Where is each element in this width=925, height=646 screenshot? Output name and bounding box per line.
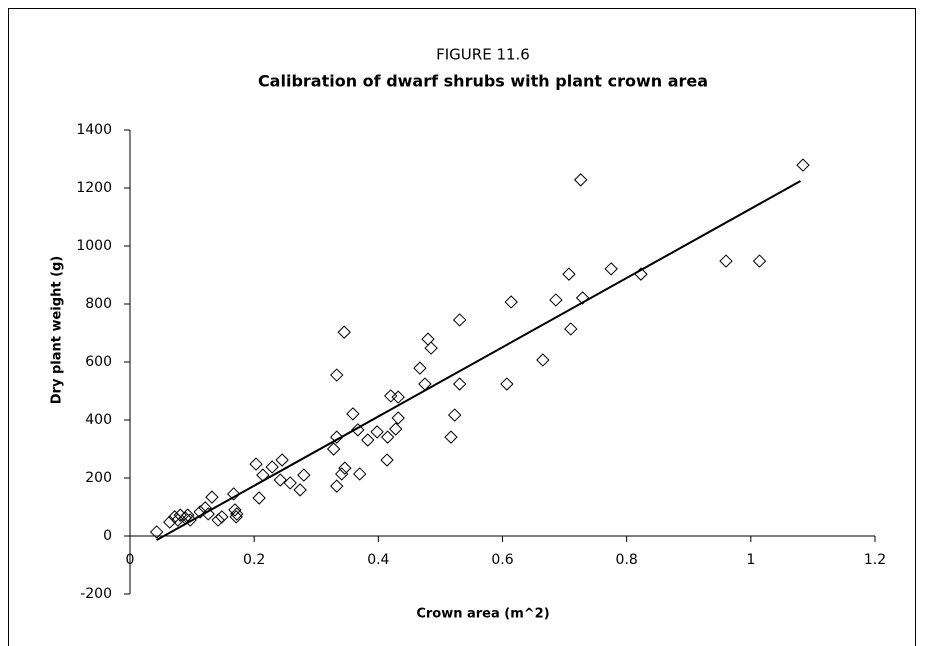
y-tick-label: 200 xyxy=(85,470,112,486)
point xyxy=(198,501,212,515)
point xyxy=(249,457,263,471)
point xyxy=(230,507,244,521)
point xyxy=(149,525,164,539)
point xyxy=(351,423,365,437)
point xyxy=(293,483,307,497)
point xyxy=(228,503,242,517)
point xyxy=(346,407,360,421)
point xyxy=(500,377,514,391)
point xyxy=(252,491,266,505)
point xyxy=(178,511,192,525)
x-axis-label: Crown area (m^2) xyxy=(416,607,549,622)
trend-line xyxy=(156,180,801,541)
point xyxy=(370,425,384,439)
point xyxy=(163,515,177,529)
point xyxy=(326,442,341,456)
point xyxy=(330,430,344,444)
y-tick-label: 400 xyxy=(85,412,112,428)
x-tick-label: 1 xyxy=(746,552,755,568)
point xyxy=(562,267,576,281)
point xyxy=(575,291,590,305)
point xyxy=(752,254,767,268)
point xyxy=(391,390,405,404)
point xyxy=(215,510,229,524)
point xyxy=(226,487,241,501)
point xyxy=(796,158,810,172)
point xyxy=(337,325,351,339)
y-tick-label: 800 xyxy=(85,296,112,312)
point xyxy=(361,433,375,447)
y-axis-label: Dry plant weight (g) xyxy=(50,256,65,405)
point xyxy=(391,411,405,425)
point xyxy=(536,353,550,367)
y-tick-label: -200 xyxy=(80,586,112,602)
y-tick-label: 600 xyxy=(85,354,112,370)
x-tick-label: 1.2 xyxy=(864,552,886,568)
point xyxy=(444,430,458,444)
point xyxy=(297,468,311,482)
point xyxy=(504,295,518,309)
point xyxy=(338,461,352,475)
point xyxy=(564,322,578,336)
point xyxy=(273,473,287,487)
point xyxy=(334,467,349,481)
point xyxy=(389,422,403,436)
point xyxy=(265,460,279,474)
point xyxy=(380,430,395,444)
point xyxy=(205,490,219,504)
x-tick-label: 0.2 xyxy=(243,552,265,568)
point xyxy=(229,510,243,524)
point xyxy=(256,468,270,482)
point xyxy=(549,293,563,307)
point xyxy=(380,453,394,467)
point xyxy=(413,361,427,375)
point xyxy=(171,513,185,527)
chart-title: Calibration of dwarf shrubs with plant c… xyxy=(258,72,708,91)
y-tick-label: 1400 xyxy=(76,122,112,138)
point xyxy=(193,505,207,519)
x-tick-label: 0.8 xyxy=(616,552,638,568)
point xyxy=(452,377,467,391)
point xyxy=(574,173,588,187)
point xyxy=(211,513,225,527)
point xyxy=(353,467,367,481)
chart-supertitle: FIGURE 11.6 xyxy=(436,46,530,64)
y-tick-label: 1200 xyxy=(76,180,112,196)
point xyxy=(283,476,297,490)
point xyxy=(418,377,432,391)
point xyxy=(330,368,344,382)
x-tick-label: 0.4 xyxy=(367,552,389,568)
point xyxy=(424,341,438,355)
x-tick-label: 0 xyxy=(126,552,135,568)
point xyxy=(201,507,215,521)
y-tick-label: 0 xyxy=(103,528,112,544)
point xyxy=(330,479,344,493)
point xyxy=(181,508,195,522)
y-tick-label: 1000 xyxy=(76,238,112,254)
point xyxy=(634,267,648,281)
point xyxy=(604,262,618,276)
point xyxy=(447,408,462,422)
point xyxy=(183,513,197,527)
point xyxy=(719,254,733,268)
x-tick-label: 0.6 xyxy=(491,552,513,568)
point xyxy=(452,313,467,327)
point xyxy=(275,453,289,467)
